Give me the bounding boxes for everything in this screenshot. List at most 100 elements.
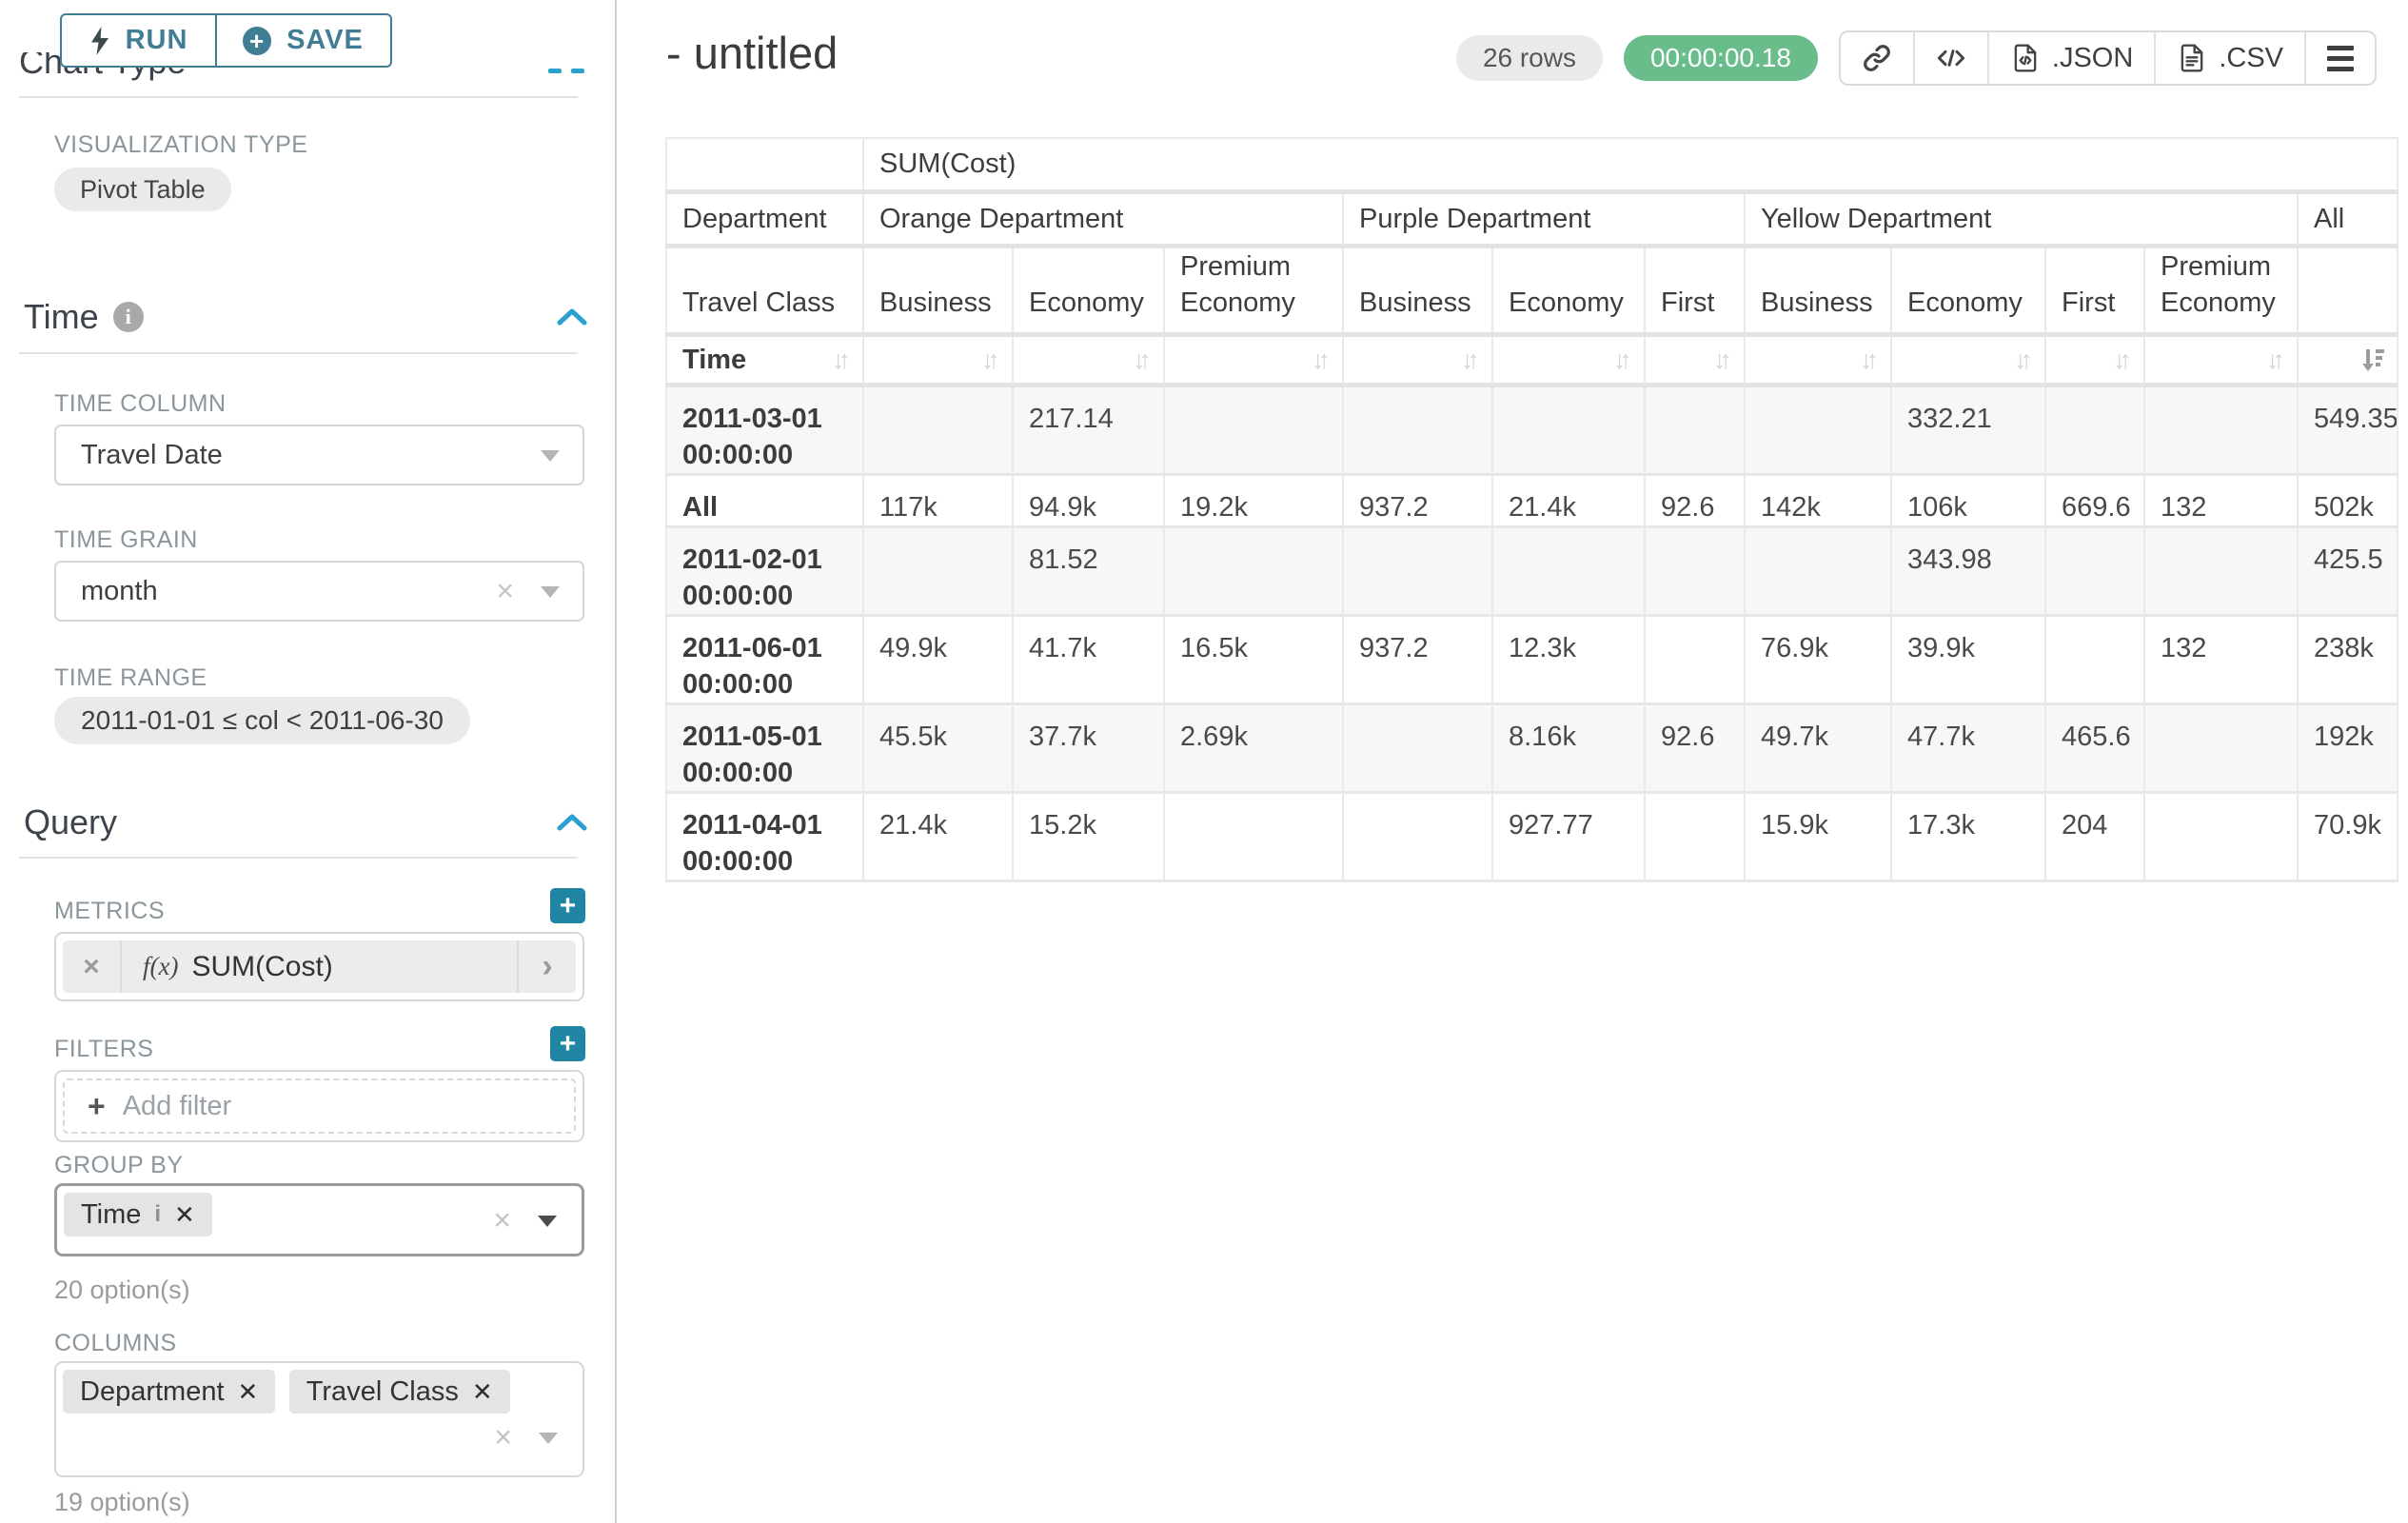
sort-icon[interactable]: ↓↑ (832, 345, 851, 374)
value-cell (1744, 525, 1892, 617)
sort-icon[interactable]: ↓↑ (1613, 345, 1632, 374)
remove-chip-icon[interactable]: ✕ (471, 1376, 493, 1406)
value-cell: 12.3k (1491, 614, 1646, 705)
chevron-down-icon (539, 1432, 558, 1444)
remove-chip-icon[interactable]: ✕ (174, 1199, 195, 1229)
link-icon (1864, 45, 1890, 71)
sort-icon[interactable]: ↓↑ (1860, 345, 1879, 374)
remove-chip-icon[interactable]: ✕ (237, 1376, 259, 1406)
department-group-header: Yellow Department (1744, 190, 2299, 248)
value-cell (1342, 384, 1493, 476)
column-sort-header[interactable]: ↓↑ (862, 333, 1014, 387)
value-cell: 81.52 (1012, 525, 1165, 617)
time-grain-select[interactable]: month × (54, 561, 584, 622)
time-section-header[interactable]: Time i (24, 297, 144, 337)
value-cell: 19.2k (1163, 473, 1344, 528)
pivot-table: SUM(Cost) Department Orange Department Purp… (665, 137, 2399, 882)
time-range-pill[interactable]: 2011-01-01 ≤ col < 2011-06-30 (54, 697, 470, 744)
menu-button[interactable] (2304, 32, 2375, 84)
clear-icon[interactable]: × (494, 1419, 512, 1454)
section-divider (19, 857, 578, 859)
value-cell: 17.3k (1890, 791, 2046, 882)
remove-metric-icon[interactable]: × (63, 940, 122, 993)
value-cell: 332.21 (1890, 384, 2046, 476)
value-cell (1342, 525, 1493, 617)
sort-icon[interactable]: ↓↑ (2113, 345, 2132, 374)
travel-class-header: First (1644, 245, 1746, 337)
value-cell (862, 525, 1014, 617)
column-sort-header[interactable]: ↓↑ (1163, 333, 1344, 387)
travel-class-header: Economy (1491, 245, 1646, 337)
travel-class-header: Business (862, 245, 1014, 337)
time-sort-header[interactable]: Time ↓↑ (665, 333, 864, 387)
share-link-button[interactable] (1841, 32, 1913, 84)
value-cell: 343.98 (1890, 525, 2046, 617)
viz-type-label: VISUALIZATION TYPE (54, 131, 308, 158)
chevron-up-icon[interactable] (556, 307, 588, 327)
value-cell: 192k (2296, 702, 2399, 794)
viz-type-pill[interactable]: Pivot Table (54, 168, 231, 211)
chevron-right-icon[interactable]: › (517, 940, 576, 993)
group-by-chip[interactable]: Time i ✕ (64, 1193, 212, 1236)
control-panel: Chart Type RUN + SAVE VISUALIZATION TYPE… (0, 0, 617, 1523)
value-cell: 549.35 (2296, 384, 2399, 476)
add-metric-button[interactable]: + (550, 888, 585, 923)
column-sort-header[interactable]: ↓↑ (2143, 333, 2299, 387)
time-column-select[interactable]: Travel Date (54, 425, 584, 485)
sort-icon[interactable]: ↓↑ (981, 345, 1000, 374)
json-file-icon (2014, 44, 2037, 72)
save-button[interactable]: + SAVE (214, 13, 392, 68)
clear-icon[interactable]: × (493, 1202, 511, 1236)
sort-desc-icon[interactable] (2359, 346, 2387, 374)
value-cell: 465.6 (2044, 702, 2145, 794)
group-by-hint: 20 option(s) (54, 1276, 190, 1304)
metric-chip[interactable]: × f(x) SUM(Cost) › (63, 940, 576, 993)
table-row: 2011-06-01 00:00:00 49.9k 41.7k 16.5k 937.2 1… (665, 614, 2399, 705)
clear-icon[interactable]: × (496, 573, 514, 608)
column-sort-header[interactable]: ↓↑ (1890, 333, 2046, 387)
function-icon: f(x) (143, 952, 179, 980)
export-csv-button[interactable]: .CSV (2154, 32, 2304, 84)
sort-icon[interactable]: ↓↑ (1461, 345, 1480, 374)
column-sort-header[interactable]: ↓↑ (1491, 333, 1646, 387)
travel-class-header: Economy (1890, 245, 2046, 337)
hamburger-icon (2327, 45, 2354, 71)
chevron-up-icon[interactable] (556, 812, 588, 833)
sort-icon[interactable]: ↓↑ (1133, 345, 1152, 374)
row-label-cell: 2011-03-01 00:00:00 (665, 384, 864, 476)
row-label-cell: 2011-04-01 00:00:00 (665, 791, 864, 882)
run-button[interactable]: RUN (60, 13, 217, 68)
sort-icon[interactable]: ↓↑ (1713, 345, 1732, 374)
chart-title[interactable]: - untitled (666, 28, 839, 78)
travel-class-header (2296, 245, 2399, 337)
sort-icon[interactable]: ↓↑ (2266, 345, 2285, 374)
travel-class-header: Premium Economy (2143, 245, 2299, 337)
columns-chip[interactable]: Travel Class ✕ (288, 1370, 510, 1414)
travel-class-header: Economy (1012, 245, 1165, 337)
group-by-select[interactable]: Time i ✕ × (54, 1183, 584, 1256)
value-cell: 47.7k (1890, 702, 2046, 794)
value-cell: 45.5k (862, 702, 1014, 794)
columns-select[interactable]: Department ✕ Travel Class ✕ × (54, 1361, 584, 1477)
value-cell: 8.16k (1491, 702, 1646, 794)
add-filter-dropzone[interactable]: + Add filter (63, 1078, 576, 1134)
column-sort-header[interactable]: ↓↑ (1012, 333, 1165, 387)
sort-icon[interactable]: ↓↑ (2014, 345, 2033, 374)
value-cell (1163, 384, 1344, 476)
export-json-button[interactable]: .JSON (1986, 32, 2154, 84)
column-sort-header[interactable]: ↓↑ (1744, 333, 1892, 387)
view-query-button[interactable] (1912, 32, 1987, 84)
column-sort-header[interactable]: ↓↑ (1342, 333, 1493, 387)
row-label-cell: 2011-02-01 00:00:00 (665, 525, 864, 617)
sort-icon[interactable]: ↓↑ (1312, 345, 1331, 374)
add-filter-button[interactable]: + (550, 1026, 585, 1061)
value-cell (1644, 384, 1746, 476)
column-sort-header[interactable]: ↓↑ (1644, 333, 1746, 387)
column-sort-header[interactable]: ↓↑ (2044, 333, 2145, 387)
group-by-label: GROUP BY (54, 1152, 184, 1178)
query-section-header[interactable]: Query (24, 802, 118, 841)
columns-chip[interactable]: Department ✕ (63, 1370, 276, 1414)
value-cell: 70.9k (2296, 791, 2399, 882)
column-sort-header[interactable] (2296, 333, 2399, 387)
value-cell: 217.14 (1012, 384, 1165, 476)
